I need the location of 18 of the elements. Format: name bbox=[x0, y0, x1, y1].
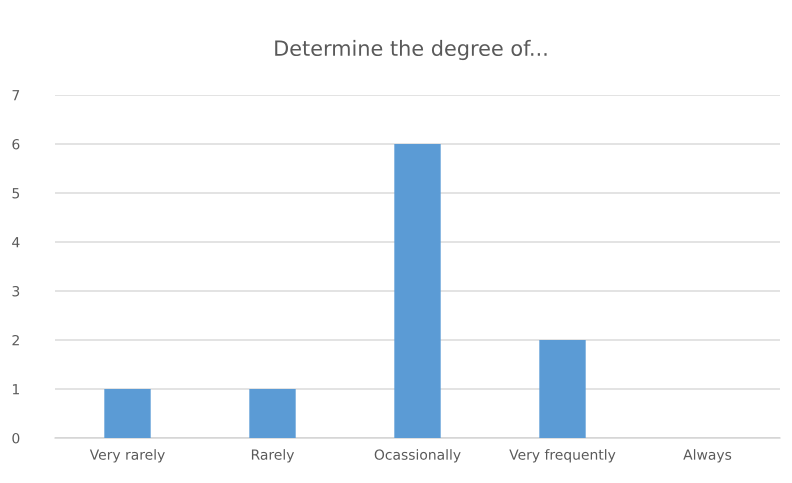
bar bbox=[394, 144, 441, 438]
y-tick-label: 3 bbox=[12, 286, 20, 296]
x-tick-label: Rarely bbox=[252, 449, 294, 463]
bar bbox=[104, 389, 151, 438]
x-tick-label: Always bbox=[683, 449, 732, 463]
y-tick-label: 0 bbox=[12, 432, 20, 444]
x-tick-label: Ocassionally bbox=[374, 449, 461, 463]
x-tick-label: Very rarely bbox=[90, 449, 165, 463]
x-tick-label: Very frequently bbox=[509, 449, 616, 463]
y-tick-label: 7 bbox=[12, 90, 20, 100]
chart-title: Determine the degree of... bbox=[275, 40, 547, 60]
bar bbox=[539, 340, 586, 438]
y-tick-label: 6 bbox=[12, 138, 20, 150]
y-tick-label: 2 bbox=[12, 334, 19, 346]
y-tick-label: 4 bbox=[12, 237, 20, 248]
y-tick-label: 1 bbox=[12, 384, 19, 394]
bar bbox=[249, 389, 296, 438]
y-tick-label: 5 bbox=[12, 188, 20, 198]
